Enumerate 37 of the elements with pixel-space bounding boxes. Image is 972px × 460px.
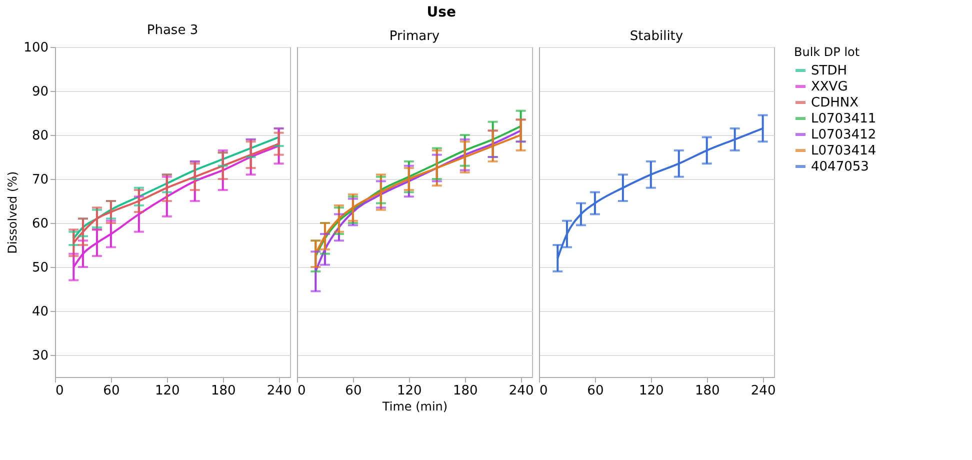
legend-title: Bulk DP lot — [794, 45, 860, 59]
x-tick-label: 180 — [210, 384, 236, 398]
y-tick-label: 70 — [32, 172, 48, 188]
x-tick-label: 240 — [750, 384, 776, 398]
legend-label: L0703412 — [811, 128, 876, 142]
x-tick-label: 60 — [345, 384, 362, 398]
legend-label: 4047053 — [811, 160, 869, 174]
x-tick-label: 0 — [56, 384, 64, 398]
y-tick-label: 100 — [24, 40, 48, 56]
legend-label: STDH — [811, 64, 847, 78]
legend-label: L0703411 — [811, 112, 876, 126]
x-tick-label: 120 — [154, 384, 180, 398]
x-tick-label: 60 — [587, 384, 604, 398]
y-tick-label: 50 — [32, 260, 48, 276]
x-tick-label: 180 — [452, 384, 478, 398]
legend-label: CDHNX — [811, 96, 859, 110]
y-tick-label: 80 — [32, 128, 48, 144]
y-tick-label: 60 — [32, 216, 48, 232]
chart-subtitle: Phase 3 — [146, 23, 198, 38]
y-tick-label: 30 — [32, 348, 48, 364]
y-axis-title: Dissolved (%) — [6, 171, 20, 254]
chart-subtitle: Stability — [630, 29, 684, 44]
legend-label: L0703414 — [811, 144, 876, 158]
y-tick-label: 90 — [32, 84, 48, 100]
x-tick-label: 240 — [508, 384, 534, 398]
chart-subtitle: Primary — [389, 29, 440, 44]
legend-label: XXVG — [811, 80, 848, 94]
x-tick-label: 0 — [540, 384, 548, 398]
chart-title: Use — [426, 4, 456, 20]
x-axis-title: Time (min) — [381, 400, 448, 414]
x-tick-label: 0 — [298, 384, 306, 398]
x-tick-label: 240 — [266, 384, 292, 398]
x-tick-label: 120 — [638, 384, 664, 398]
x-tick-label: 60 — [103, 384, 120, 398]
x-tick-label: 120 — [396, 384, 422, 398]
x-tick-label: 180 — [694, 384, 720, 398]
y-tick-label: 40 — [32, 304, 48, 320]
